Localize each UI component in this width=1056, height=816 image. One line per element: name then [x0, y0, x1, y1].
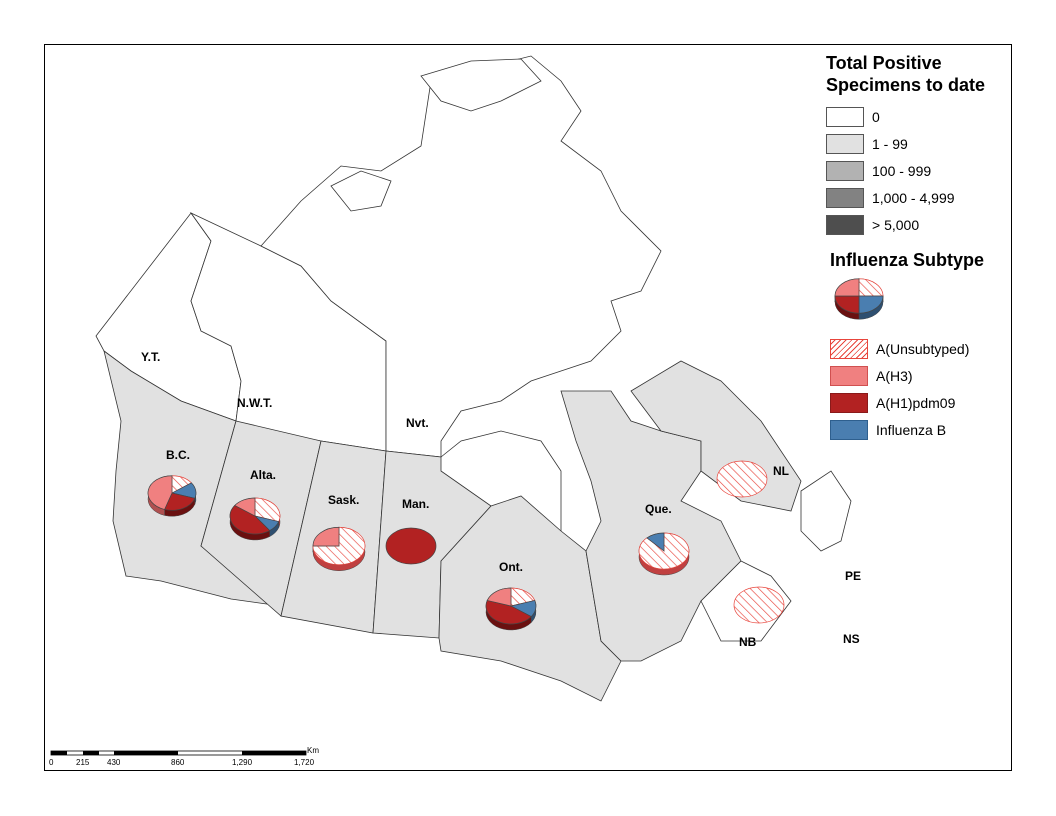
- map-frame: Y.T. N.W.T. Nvt. B.C. Alta. Sask. Man. O…: [44, 44, 1012, 771]
- legend-swatch-b: [830, 420, 868, 440]
- canada-map: Y.T. N.W.T. Nvt. B.C. Alta. Sask. Man. O…: [49, 55, 884, 767]
- legend-class-row: 0: [826, 107, 880, 127]
- legend-class-row: 1,000 - 4,999: [826, 188, 955, 208]
- pie-sask: [312, 526, 366, 571]
- newfoundland-region: [800, 470, 852, 552]
- legend-total-title-line2: Specimens to date: [826, 75, 986, 95]
- scale-tick: 215: [76, 758, 90, 767]
- scale-tick: 860: [171, 758, 185, 767]
- pie-slice-h3: [234, 497, 256, 517]
- legend-swatch-0: [826, 107, 864, 127]
- legend-swatch-3: [826, 188, 864, 208]
- pie-slice-h1: [229, 504, 271, 535]
- arctic-island: [420, 58, 542, 112]
- pie-slice-unsubtyped: [733, 586, 785, 624]
- label-alta: Alta.: [250, 468, 276, 482]
- legend-class-label: > 5,000: [872, 217, 920, 233]
- label-ont: Ont.: [499, 560, 523, 574]
- hudson-bay-coast: [440, 430, 562, 531]
- label-nvt: Nvt.: [406, 416, 429, 430]
- scale-bar: 0 215 430 860 1,290 1,720 Km: [49, 746, 319, 767]
- legend-subtype-label: Influenza B: [876, 422, 947, 438]
- label-sask: Sask.: [328, 493, 359, 507]
- pie-slice-unsubtyped: [312, 526, 366, 566]
- legend-swatch-h3: [830, 366, 868, 386]
- legend-subtype-label: A(H3): [876, 368, 913, 384]
- label-bc: B.C.: [166, 448, 190, 462]
- pie-ont: [485, 587, 537, 631]
- pie-slice-h3: [312, 526, 340, 547]
- scale-tick: 1,290: [232, 758, 253, 767]
- legend-class-row: > 5,000: [826, 215, 919, 235]
- pie-chart-layer: [147, 278, 884, 631]
- pie-man: [385, 527, 437, 565]
- label-nl: NL: [773, 464, 789, 478]
- legend-swatch-h1: [830, 393, 868, 413]
- pie-slice-unsubtyped: [858, 278, 884, 297]
- scale-unit: Km: [307, 746, 319, 755]
- label-yt: Y.T.: [141, 350, 160, 364]
- legend-subtype-row: A(H1)pdm09: [830, 393, 955, 413]
- pie-slice-h1: [385, 527, 437, 565]
- label-pe: PE: [845, 569, 861, 583]
- legend-swatch-unsubtyped: [830, 339, 868, 359]
- legend-class-label: 0: [872, 109, 880, 125]
- legend-class-label: 1,000 - 4,999: [872, 190, 955, 206]
- pie-slice-h1: [485, 600, 532, 625]
- legend-swatch-2: [826, 161, 864, 181]
- label-man: Man.: [402, 497, 429, 511]
- pie-slice-h3: [147, 475, 173, 510]
- bc-region: [103, 350, 282, 607]
- pie-nb: [733, 586, 785, 624]
- pie-slice-h3: [486, 587, 512, 607]
- pie-bc: [147, 475, 197, 517]
- legend-class-row: 1 - 99: [826, 134, 908, 154]
- arctic-island: [330, 170, 392, 212]
- pie-slice-b: [858, 295, 884, 314]
- label-nwt: N.W.T.: [237, 396, 272, 410]
- pie-slice-h3: [834, 278, 860, 297]
- legend-subtype-row: A(Unsubtyped): [830, 339, 969, 359]
- legend-swatch-1: [826, 134, 864, 154]
- legend-class-label: 1 - 99: [872, 136, 908, 152]
- pie-slice-b: [646, 532, 665, 552]
- scale-tick: 0: [49, 758, 54, 767]
- pie-legend_sample: [834, 278, 884, 320]
- legend-swatch-4: [826, 215, 864, 235]
- legend-class-label: 100 - 999: [872, 163, 932, 179]
- pie-slice-h1: [834, 295, 860, 314]
- pie-slice-unsubtyped: [716, 460, 768, 498]
- legend-subtype-label: A(H1)pdm09: [876, 395, 956, 411]
- legend-total-title-line1: Total Positive: [826, 53, 942, 73]
- pie-slice-h1: [164, 492, 196, 511]
- label-ns: NS: [843, 632, 860, 646]
- label-que: Que.: [645, 502, 672, 516]
- legend-subtype-title: Influenza Subtype: [830, 250, 985, 270]
- legend-subtype-row: Influenza B: [830, 420, 946, 440]
- scale-tick: 430: [107, 758, 121, 767]
- pie-que: [638, 532, 690, 576]
- pie-slice-unsubtyped: [254, 497, 281, 522]
- legend-subtype-label: A(Unsubtyped): [876, 341, 970, 357]
- legend-total-title: Total Positive Specimens to date: [826, 52, 985, 96]
- pie-alta: [229, 497, 281, 541]
- legend-subtype-row: A(H3): [830, 366, 913, 386]
- label-nb: NB: [739, 635, 757, 649]
- scale-tick: 1,720: [294, 758, 315, 767]
- legend-class-row: 100 - 999: [826, 161, 931, 181]
- pie-nl: [716, 460, 768, 498]
